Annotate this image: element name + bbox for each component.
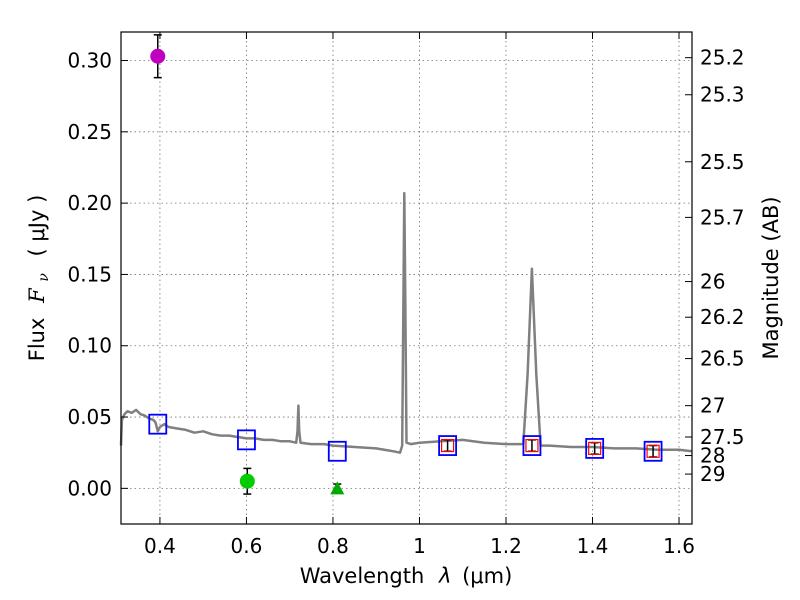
blue-square-point: [327, 440, 347, 462]
x-tick-label: 0.4: [144, 534, 176, 558]
y-axis-title-unit: ( μJy ): [25, 195, 49, 257]
magnitude-tick-label: 27: [700, 394, 725, 418]
tick-layer: 0.4 0.6 0.8 1 1.2 1.4 1.6 0.00 0.05 0.10 0.15 0.20 0…: [67, 32, 745, 558]
blue-square-point: [643, 440, 663, 462]
red-square-point: [440, 438, 455, 453]
magnitude-tick-label: 25.2: [700, 46, 745, 70]
triangle-point: [330, 481, 345, 495]
y2-axis-title: Magnitude (AB): [759, 196, 783, 359]
y-axis-title-symbol: F: [25, 287, 49, 304]
grid-layer: [121, 32, 692, 524]
y-tick-label: 0.25: [67, 120, 112, 144]
y-tick-label: 0.30: [67, 49, 112, 73]
circle-point: [150, 48, 166, 64]
x-tick-label: 1.2: [490, 534, 522, 558]
x-axis-title: Wavelength λ (μm): [300, 564, 513, 588]
blue-square-point: [438, 435, 457, 456]
x-tick-label: 1: [413, 534, 426, 558]
circle-point: [239, 473, 255, 489]
magnitude-tick-label: 29: [700, 462, 725, 486]
x-tick-label: 0.6: [231, 534, 263, 558]
x-axis-title-symbol: λ: [438, 564, 451, 588]
blue-square-point: [522, 435, 542, 456]
y-axis-title: Flux F ν ( μJy ): [25, 195, 53, 362]
spectrum-line: [119, 191, 693, 454]
magnitude-tick-label: 25.7: [700, 205, 745, 229]
x-axis-title-text: Wavelength: [300, 564, 425, 588]
y-tick-label: 0.00: [67, 476, 112, 500]
y-axis-title-subscript: ν: [36, 273, 52, 282]
magnitude-tick-label: 25.3: [700, 83, 745, 107]
red-square-point: [588, 441, 602, 456]
x-tick-label: 1.6: [663, 534, 695, 558]
red-square-point: [646, 444, 660, 458]
magnitude-tick-label: 26.2: [700, 305, 745, 329]
magnitude-tick-label: 26: [700, 270, 725, 294]
magnitude-tick-label: 27.5: [700, 425, 745, 449]
plot-frame: [120, 31, 693, 525]
magnitude-tick-label: 26.5: [700, 347, 745, 371]
blue-square-point: [237, 429, 256, 451]
magnitude-tick-label: 28: [700, 444, 725, 468]
x-axis-title-unit: (μm): [462, 564, 512, 588]
x-tick-label: 0.8: [317, 534, 349, 558]
y-tick-label: 0.15: [67, 262, 112, 286]
magnitude-tick-label: 25.5: [700, 150, 745, 174]
blue-square-point: [148, 413, 168, 435]
y-tick-label: 0.05: [67, 405, 112, 429]
plot-layer: [119, 34, 693, 495]
y-axis-title-text: Flux: [25, 318, 49, 362]
y-tick-label: 0.20: [67, 191, 112, 215]
y-tick-label: 0.10: [67, 334, 112, 358]
red-square-point: [525, 438, 539, 453]
x-tick-label: 1.4: [577, 534, 609, 558]
blue-square-point: [585, 438, 605, 459]
